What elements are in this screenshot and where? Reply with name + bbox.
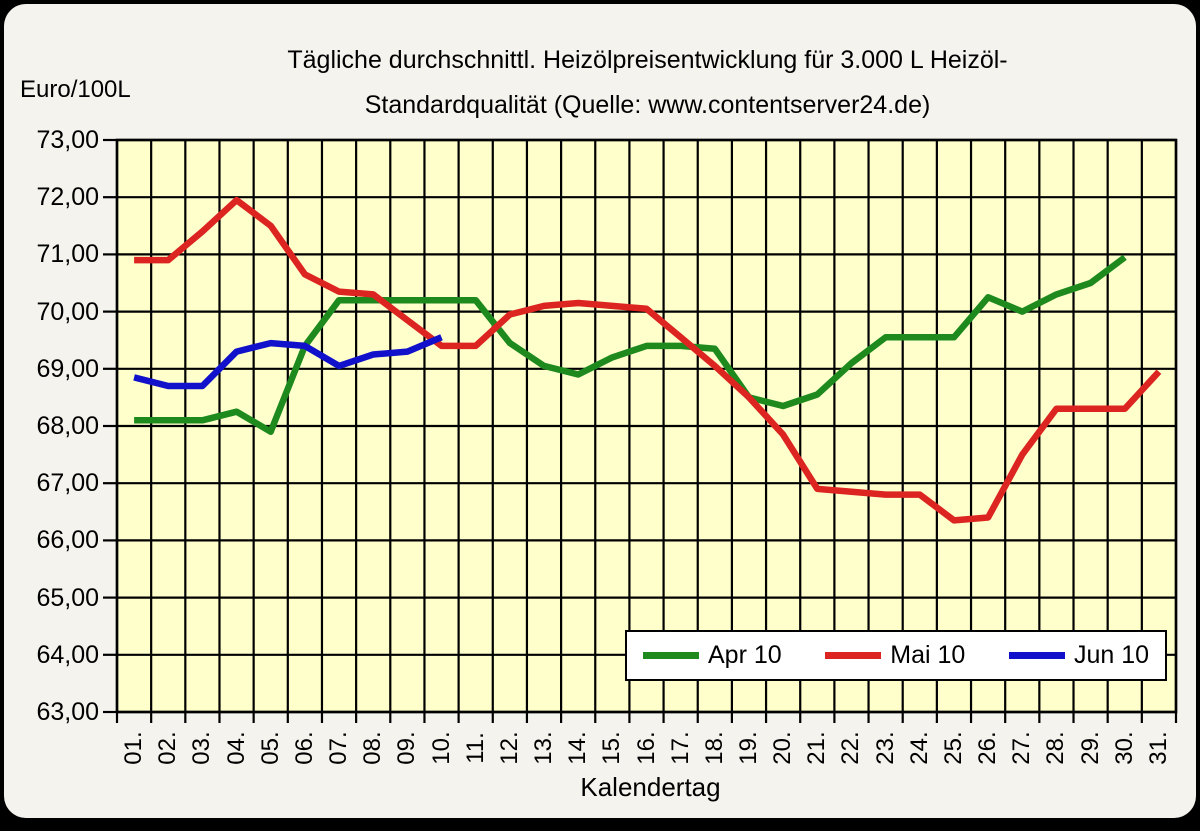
y-axis-tick-label: 67,00 [36,469,99,498]
y-axis-tick-label: 72,00 [36,183,99,212]
chart-title: Tägliche durchschnittl. Heizölpreisentwi… [114,38,1181,128]
x-axis-tick-label: 07. [325,731,353,765]
x-axis-tick-label: 21. [803,731,831,765]
x-axis-tick-label: 28. [1042,731,1070,765]
x-axis-title: Kalendertag [580,772,721,802]
y-axis-tick-label: 70,00 [36,297,99,326]
x-axis-tick-label: 26. [974,731,1002,765]
x-axis-tick-label: 25. [939,731,967,765]
series-line-mai-10 [134,196,1162,524]
x-axis-tick-label: 10. [427,731,455,765]
y-axis-tick-label: 65,00 [36,583,99,612]
legend-label: Jun 10 [1073,641,1149,669]
legend-label: Apr 10 [708,641,782,669]
y-axis-tick-label: 71,00 [36,240,99,269]
x-axis-tick-label: 17. [666,731,694,765]
x-axis-tick-label: 18. [700,731,728,765]
y-axis-tick-label: 73,00 [36,126,99,154]
y-axis-tick-label: 66,00 [36,526,99,555]
x-axis-tick-label: 12. [495,731,523,765]
legend-label: Mai 10 [890,641,966,669]
legend-line-swatch [643,652,699,659]
legend: Apr 10 Mai 10 Jun 10 [625,630,1167,681]
x-axis-tick-label: 23. [871,731,899,765]
x-axis-tick-label: 29. [1076,731,1104,765]
x-axis-tick-label: 31. [1144,731,1172,765]
x-axis-tick-label: 05. [256,731,284,765]
x-axis-tick-label: 16. [632,731,660,765]
series-line-jun-10 [133,334,443,390]
y-axis-unit-label: Euro/100L [20,76,131,103]
chart-title-line1: Tägliche durchschnittl. Heizölpreisentwi… [287,46,1008,74]
x-axis-tick-label: 27. [1008,731,1036,765]
x-axis-tick-label: 22. [837,731,865,765]
chart-title-line2: Standardqualität (Quelle: www.contentser… [364,91,931,119]
legend-item-apr-10: Apr 10 [643,641,782,670]
x-axis-tick-label: 24. [905,731,933,765]
x-axis-tick-label: 15. [598,731,626,765]
x-axis-tick-label: 03. [188,731,216,765]
x-axis-tick-label: 11. [461,732,489,764]
series-line-apr-10 [134,254,1127,435]
legend-line-swatch [1008,652,1065,659]
x-axis-tick-label: 13. [530,731,558,765]
y-axis-tick-label: 64,00 [36,640,99,669]
x-axis-tick-label: 01. [120,731,148,765]
legend-item-mai-10: Mai 10 [825,641,965,670]
chart-frame: Tägliche durchschnittl. Heizölpreisentwi… [4,4,1196,818]
x-axis-tick-label: 08. [359,731,387,765]
x-axis-tick-label: 14. [564,731,592,765]
x-axis-tick-label: 09. [393,731,421,765]
x-axis-tick-label: 30. [1110,731,1138,765]
x-axis-tick-label: 04. [222,731,250,765]
y-axis-tick-label: 69,00 [36,354,99,383]
legend-item-jun-10: Jun 10 [1008,641,1149,670]
y-axis-tick-label: 68,00 [36,412,99,440]
x-axis-tick-label: 02. [154,731,182,765]
x-axis-tick-label: 06. [290,731,318,765]
plot-area [103,138,1178,723]
plot-border [115,138,1178,714]
x-axis-tick-label: 19. [734,731,762,765]
legend-line-swatch [825,652,882,659]
y-axis-tick-label: 63,00 [36,698,99,726]
x-axis-tick-label: 20. [769,731,797,765]
